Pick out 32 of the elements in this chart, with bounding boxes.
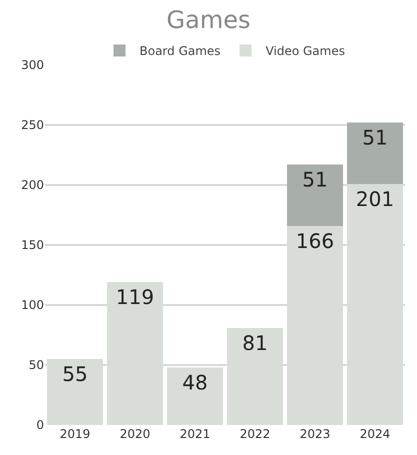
bar bbox=[46, 359, 104, 425]
data-label: 81 bbox=[242, 330, 268, 355]
y-tick-label: 0 bbox=[36, 418, 44, 432]
y-tick-label: 200 bbox=[21, 178, 44, 192]
data-label: 48 bbox=[182, 370, 208, 394]
bar bbox=[106, 282, 164, 425]
bar bbox=[346, 184, 404, 425]
y-tick-label: 150 bbox=[21, 238, 44, 252]
data-label: 166 bbox=[296, 228, 334, 253]
y-tick-label: 100 bbox=[21, 298, 44, 312]
data-label: 201 bbox=[356, 186, 394, 211]
y-tick-label: 250 bbox=[21, 118, 44, 132]
data-label: 51 bbox=[302, 168, 328, 192]
x-tick-label: 2021 bbox=[180, 427, 210, 441]
x-tick-label: 2023 bbox=[300, 427, 330, 441]
x-tick-label: 2020 bbox=[120, 427, 150, 441]
data-label: 51 bbox=[362, 126, 388, 150]
legend-label: Board Games bbox=[140, 44, 221, 58]
data-label: 55 bbox=[62, 362, 88, 386]
legend-label: Video Games bbox=[266, 44, 345, 58]
bar bbox=[286, 226, 344, 425]
x-tick-label: 2019 bbox=[60, 427, 90, 441]
bar bbox=[286, 164, 344, 226]
y-tick-label: 300 bbox=[21, 58, 44, 72]
bar bbox=[346, 122, 404, 184]
chart-title: Games bbox=[166, 6, 250, 34]
y-tick-label: 50 bbox=[28, 358, 44, 372]
x-tick-label: 2024 bbox=[360, 427, 390, 441]
x-tick-label: 2022 bbox=[240, 427, 270, 441]
data-label: 119 bbox=[116, 285, 154, 310]
bar bbox=[166, 367, 224, 425]
bar bbox=[226, 328, 284, 425]
